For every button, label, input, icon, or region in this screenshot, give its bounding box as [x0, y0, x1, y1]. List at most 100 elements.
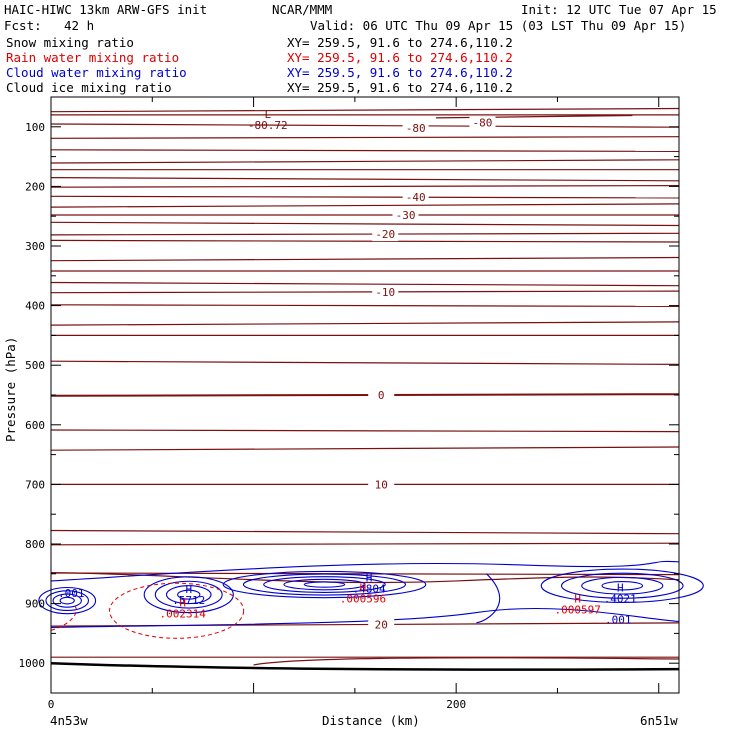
isotherm-line [50, 203, 680, 208]
isotherm-value-label: 20 [375, 618, 388, 631]
y-tick-label: 500 [25, 359, 45, 372]
isotherm-line [50, 123, 680, 128]
label-backdrop [469, 116, 496, 130]
surface-line [50, 661, 680, 671]
isotherm-line [50, 529, 680, 535]
extremum-value: .4021 [604, 593, 637, 606]
forecast-label: Fcst: [4, 18, 42, 33]
label-backdrop [402, 121, 429, 135]
isotherm-line [50, 321, 680, 326]
extremum-value: .4804 [352, 583, 385, 596]
cloud-water-contour [143, 576, 234, 614]
isotherm-line [50, 232, 680, 236]
label-backdrop [368, 618, 395, 632]
cloud-water-contour [303, 581, 346, 588]
isotherm-line [50, 149, 680, 152]
extremum-value: -80.72 [248, 119, 288, 132]
field-cloudwater-label: Cloud water mixing ratio [6, 65, 187, 80]
valid-time: Valid: 06 UTC Thu 09 Apr 15 (03 LST Thu … [310, 18, 686, 33]
cloud-water-contours [38, 560, 704, 628]
y-tick-label: 1000 [19, 657, 46, 670]
isotherm-line [50, 177, 680, 182]
isotherm-line [50, 446, 680, 451]
label-backdrop [372, 228, 399, 242]
isotherm-value-label: -10 [375, 286, 395, 299]
extremum-value: .5712 [172, 594, 205, 607]
label-backdrop [392, 209, 419, 223]
y-tick-label: 400 [25, 300, 45, 313]
rain-water-contour [50, 606, 77, 631]
field-snow-label: Snow mixing ratio [6, 35, 134, 50]
isotherm-line [50, 429, 680, 433]
y-tick-label: 100 [25, 121, 45, 134]
label-backdrop [368, 478, 395, 492]
cloud-water-contour [59, 596, 75, 605]
extremum-marker: H [574, 592, 581, 605]
cloud-water-contour [263, 576, 386, 593]
extremum-marker: L [264, 108, 271, 121]
rain-water-contour [109, 582, 245, 639]
isotherm-line [50, 136, 680, 139]
isotherm-line [50, 159, 680, 164]
field-cloudwater-xy: XY= 259.5, 91.6 to 274.6,110.2 [287, 65, 513, 80]
isotherm-line [50, 107, 680, 113]
isotherm-line [50, 256, 680, 262]
y-axis-title: Pressure (hPa) [3, 337, 18, 442]
cloud-water-contour [165, 585, 212, 605]
isotherm-value-label: -20 [375, 228, 395, 241]
isotherm-value-label: -80 [473, 117, 493, 130]
field-cloudice-xy: XY= 259.5, 91.6 to 274.6,110.2 [287, 80, 513, 95]
extremum-value: .000596 [340, 593, 386, 606]
y-tick-label: 800 [25, 538, 45, 551]
x-tick-label: 0 [48, 698, 55, 711]
isotherm-line [50, 281, 680, 287]
y-tick-label: 700 [25, 478, 45, 491]
field-cloudice-label: Cloud ice mixing ratio [6, 80, 172, 95]
label-backdrop [372, 285, 399, 299]
y-tick-label: 200 [25, 180, 45, 193]
cloud-water-contour [222, 570, 427, 599]
extremum-marker: H [179, 597, 186, 610]
isotherm-line [50, 572, 680, 576]
x-left-endpoint: 4n53w [50, 713, 88, 728]
y-tick-label: 300 [25, 240, 45, 253]
cloud-water-contour [38, 586, 97, 615]
cloud-water-contour [283, 578, 366, 591]
cloud-water-contour [560, 572, 684, 599]
cloud-water-contour [154, 580, 223, 609]
isotherm-line [435, 114, 633, 119]
field-rain-xy: XY= 259.5, 91.6 to 274.6,110.2 [287, 50, 513, 65]
isotherm-line [50, 221, 680, 227]
cloud-water-contour [50, 560, 680, 582]
isotherm-line [253, 657, 680, 666]
field-snow-xy: XY= 259.5, 91.6 to 274.6,110.2 [287, 35, 513, 50]
cloud-water-contour [177, 589, 201, 600]
temperature-contours [50, 107, 680, 671]
label-backdrop [402, 191, 429, 205]
contour-labels: -80 -80-40-30-20-1001020L-80.72H.5712H.48… [58, 108, 637, 632]
extremum-value: .000597 [555, 603, 601, 616]
contour-value-label: .001 [605, 614, 632, 627]
cloud-water-contour [476, 573, 501, 624]
field-rain-label: Rain water mixing ratio [6, 50, 179, 65]
forecast-hour: 42 h [64, 18, 94, 33]
cloud-water-contour [540, 568, 704, 603]
x-right-endpoint: 6n51w [640, 713, 678, 728]
cloud-water-contour [45, 590, 90, 612]
isotherm-line [50, 185, 680, 188]
isotherm-line [50, 290, 680, 294]
init-time: Init: 12 UTC Tue 07 Apr 15 [521, 2, 717, 17]
isotherm-value-label: -40 [406, 191, 426, 204]
contour-value-label: .001 [58, 587, 85, 600]
cloud-water-contour [601, 580, 644, 591]
isotherm-line [50, 360, 680, 365]
isotherm-value-label: -30 [396, 209, 416, 222]
cloud-water-contour [52, 593, 82, 608]
isotherm-line [50, 393, 680, 397]
y-tick-label: 900 [25, 598, 45, 611]
rain-water-contours [50, 582, 245, 639]
extremum-value: .002314 [159, 608, 206, 621]
isotherm-value-label: 10 [375, 478, 388, 491]
